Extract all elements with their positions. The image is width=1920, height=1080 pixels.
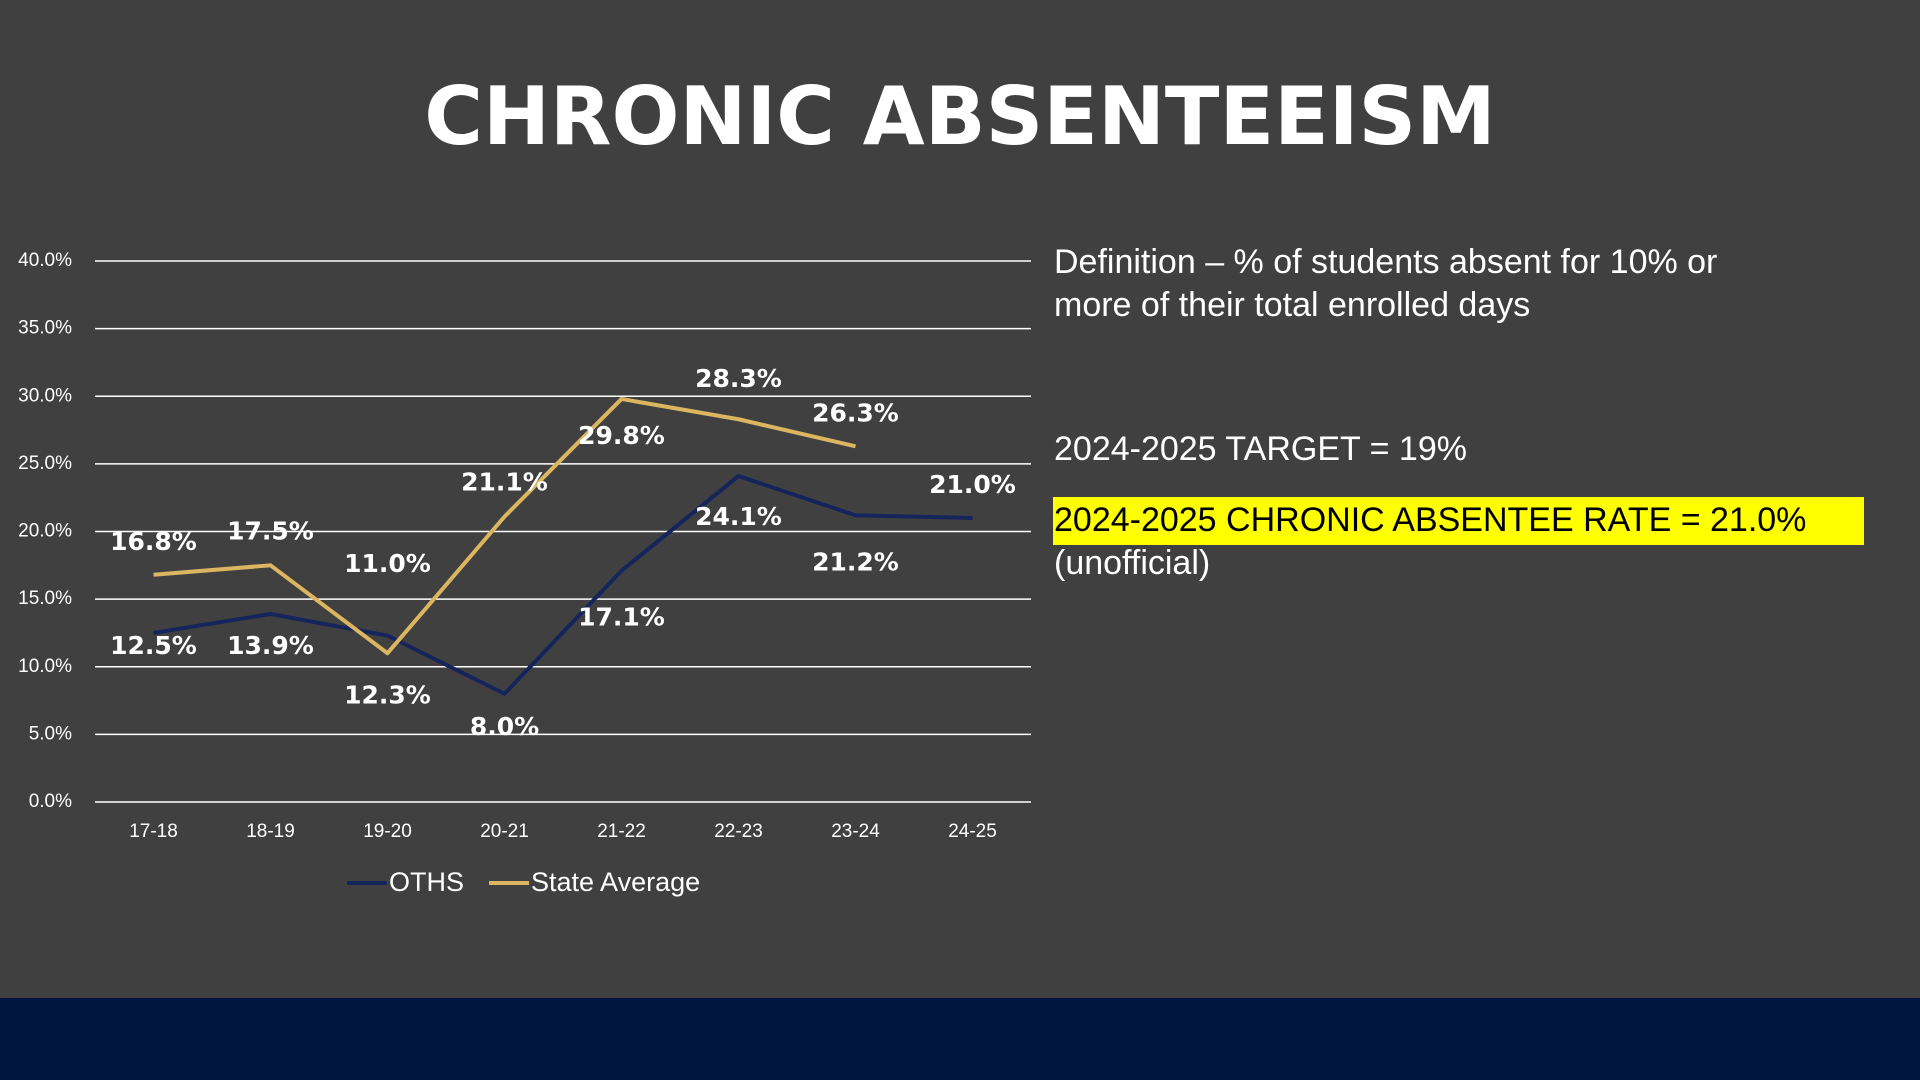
y-tick-label: 40.0%: [18, 250, 72, 271]
data-label: 13.9%: [227, 631, 314, 660]
data-label: 28.3%: [695, 364, 782, 393]
data-label: 21.0%: [929, 470, 1016, 499]
data-label: 29.8%: [578, 421, 665, 450]
data-label: 24.1%: [695, 502, 782, 531]
series-line: [153, 474, 973, 696]
y-tick-label: 25.0%: [18, 453, 72, 474]
data-label: 16.8%: [110, 527, 197, 556]
x-tick-label: 17-18: [129, 821, 178, 842]
legend-label: State Average: [531, 867, 700, 897]
data-label: 26.3%: [812, 398, 899, 427]
data-label: 21.1%: [461, 468, 548, 497]
y-tick-label: 15.0%: [18, 588, 72, 609]
definition: more of their total enrolled days: [1054, 286, 1530, 324]
series-line: [153, 396, 856, 656]
data-label: 12.5%: [110, 631, 197, 660]
x-tick-label: 18-19: [246, 821, 295, 842]
rate: 2024-2025 CHRONIC ABSENTEE RATE = 21.0%: [1054, 501, 1806, 539]
data-label: 17.1%: [578, 603, 665, 632]
rate-note: (unofficial): [1054, 544, 1210, 582]
footer-bar: [0, 998, 1920, 1080]
y-tick-label: 5.0%: [29, 723, 72, 744]
y-tick-label: 10.0%: [18, 656, 72, 677]
x-tick-label: 21-22: [597, 821, 646, 842]
data-label: 8.0%: [470, 712, 539, 741]
y-tick-label: 30.0%: [18, 385, 72, 406]
x-tick-label: 23-24: [831, 821, 880, 842]
target: 2024-2025 TARGET = 19%: [1054, 430, 1467, 468]
x-tick-label: 19-20: [363, 821, 412, 842]
y-tick-label: 0.0%: [29, 791, 72, 812]
definition: Definition – % of students absent for 10…: [1054, 243, 1717, 281]
data-label: 12.3%: [344, 681, 431, 710]
x-tick-label: 20-21: [480, 821, 529, 842]
data-label: 17.5%: [227, 516, 314, 545]
data-label: 11.0%: [344, 549, 431, 578]
highlight: [1053, 497, 1864, 545]
data-label: 21.2%: [812, 547, 899, 576]
x-tick-label: 22-23: [714, 821, 763, 842]
legend-label: OTHS: [389, 867, 464, 897]
x-tick-label: 24-25: [948, 821, 997, 842]
y-tick-label: 35.0%: [18, 318, 72, 339]
slide-title: CHRONIC ABSENTEEISM: [424, 70, 1496, 163]
y-tick-label: 20.0%: [18, 521, 72, 542]
